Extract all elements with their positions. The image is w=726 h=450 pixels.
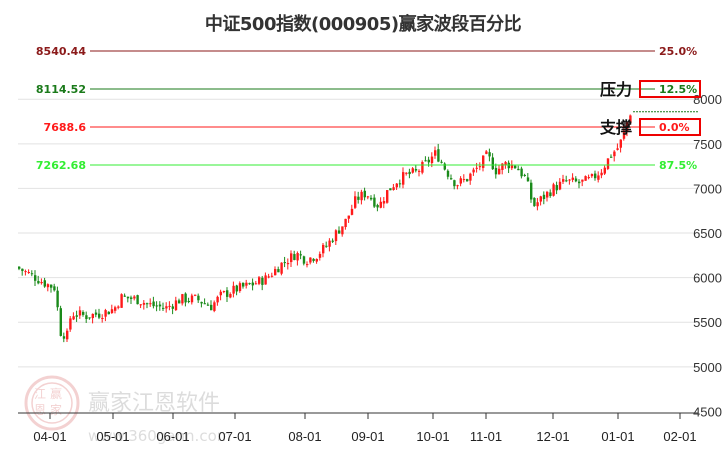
x-tick-label: 12-01 (536, 429, 569, 444)
watermark: 江赢恩家 赢家江恩软件 www.360gann.com (24, 375, 231, 445)
chart-title: 中证500指数(000905)赢家波段百分比 (204, 14, 522, 35)
svg-text:8540.44: 8540.44 (36, 45, 86, 58)
level-line-87-5pct: 7262.68 87.5% (36, 159, 697, 172)
y-tick-label: 7500 (693, 137, 722, 152)
svg-text:8114.52: 8114.52 (36, 83, 86, 96)
x-tick-label: 04-01 (33, 429, 66, 444)
svg-text:25.0%: 25.0% (659, 45, 697, 58)
level-line-12-5pct: 8114.52 12.5% (36, 80, 701, 99)
x-tick-label: 05-01 (96, 429, 129, 444)
x-tick-label: 10-01 (416, 429, 449, 444)
y-tick-label: 7000 (693, 181, 722, 196)
svg-text:赢家江恩软件: 赢家江恩软件 (88, 391, 220, 416)
support-label: 支撑 (599, 118, 632, 137)
x-tick-label: 02-01 (663, 429, 696, 444)
y-tick-label: 5500 (693, 315, 722, 330)
x-tick-label: 07-01 (218, 429, 251, 444)
y-tick-label: 6000 (693, 271, 722, 286)
x-tick-label: 01-01 (601, 429, 634, 444)
candles (18, 114, 632, 343)
svg-text:0.0%: 0.0% (659, 121, 690, 134)
svg-text:12.5%: 12.5% (659, 83, 697, 96)
svg-text:www.360gann.com: www.360gann.com (88, 427, 231, 445)
svg-text:赢: 赢 (50, 386, 62, 401)
x-tick-label: 09-01 (351, 429, 384, 444)
x-tick-label: 11-01 (470, 429, 502, 444)
y-tick-label: 5000 (693, 360, 722, 375)
y-tick-label: 6500 (693, 226, 722, 241)
svg-text:江: 江 (34, 387, 46, 401)
svg-text:87.5%: 87.5% (659, 159, 697, 172)
svg-text:家: 家 (50, 402, 62, 417)
svg-text:7688.6: 7688.6 (44, 121, 87, 134)
y-tick-label: 8000 (693, 92, 722, 107)
level-line-25-0pct: 8540.44 25.0% (36, 45, 697, 58)
level-line-0-0pct: 7688.6 0.0% (44, 118, 701, 137)
resistance-label: 压力 (600, 80, 632, 99)
x-tick-label: 06-01 (156, 429, 189, 444)
y-tick-label: 4500 (693, 404, 722, 419)
x-tick-label: 08-01 (288, 429, 321, 444)
svg-text:恩: 恩 (34, 403, 46, 417)
svg-text:7262.68: 7262.68 (36, 159, 86, 172)
